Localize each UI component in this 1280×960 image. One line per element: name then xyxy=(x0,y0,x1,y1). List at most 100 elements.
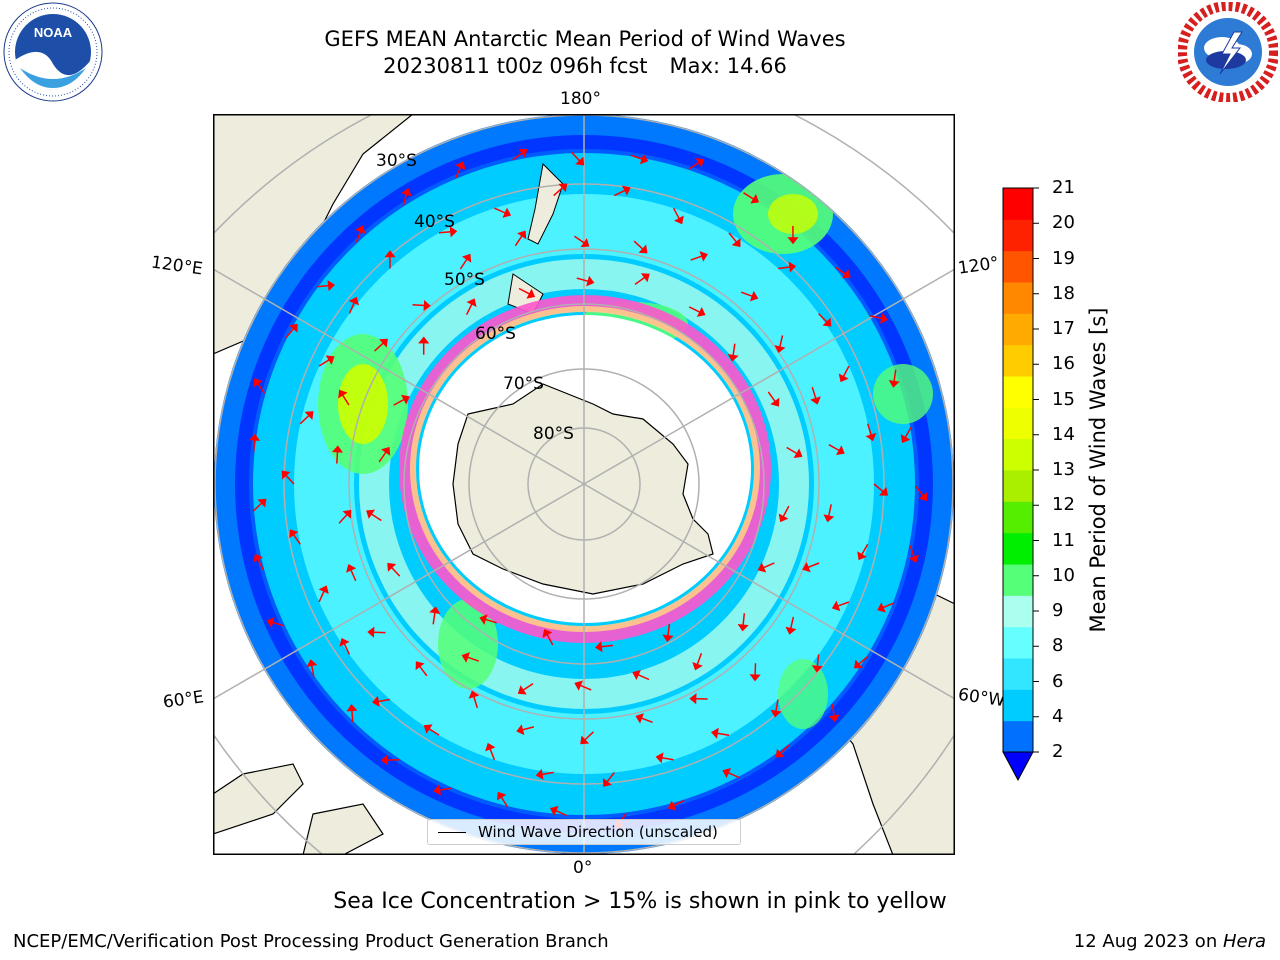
wind-wave-arrowhead xyxy=(248,433,261,441)
colorbar-tick-label: 10 xyxy=(1052,564,1075,586)
colorbar-tick-label: 12 xyxy=(1052,494,1075,516)
wind-wave-arrowhead xyxy=(380,754,388,766)
wind-wave-arrow xyxy=(489,748,496,761)
lon-label-120e: 120°E xyxy=(149,252,204,280)
wind-wave-arrow xyxy=(377,698,391,703)
wind-wave-arrow xyxy=(866,423,872,436)
wind-wave-arrow xyxy=(484,618,497,624)
legend-label: Wind Wave Direction (unscaled) xyxy=(478,823,718,841)
wind-wave-arrowhead xyxy=(586,275,595,287)
wind-wave-arrowhead xyxy=(662,634,674,643)
wind-wave-arrow xyxy=(786,446,798,455)
wind-wave-arrowhead xyxy=(461,652,470,663)
wind-wave-arrow xyxy=(514,235,523,247)
wind-wave-arrowhead xyxy=(468,690,480,699)
wind-wave-arrow xyxy=(775,699,779,712)
wind-wave-arrowhead xyxy=(485,742,496,752)
wind-wave-arrow xyxy=(767,391,776,403)
wind-wave-arrow xyxy=(613,189,626,197)
colorbar-tick-label: 11 xyxy=(1052,529,1075,551)
wind-wave-arrowhead xyxy=(727,354,739,362)
wind-wave-arrow xyxy=(494,207,506,214)
wind-wave-arrowhead xyxy=(696,306,706,317)
colorbar-tick-label: 4 xyxy=(1052,705,1064,727)
wind-wave-arrowhead xyxy=(655,752,664,764)
wind-wave-arrow xyxy=(827,504,832,517)
wind-wave-arrowhead xyxy=(811,665,823,673)
wind-wave-arrowhead xyxy=(865,432,877,442)
wind-wave-arrow xyxy=(743,192,755,200)
wind-wave-arrow xyxy=(807,562,820,569)
wind-wave-arrow xyxy=(299,414,310,425)
wind-wave-arrowhead xyxy=(695,158,705,168)
wind-wave-arrowhead xyxy=(575,156,585,166)
wind-wave-arrow xyxy=(272,621,285,627)
wind-wave-arrowhead xyxy=(674,215,684,225)
wind-wave-arrow xyxy=(318,359,330,367)
wind-wave-arrow xyxy=(893,369,897,382)
wind-wave-arrow xyxy=(858,655,869,665)
wind-wave-arrowhead xyxy=(366,509,376,519)
wind-wave-arrow xyxy=(641,717,653,724)
wind-wave-arrowhead xyxy=(346,704,358,712)
wind-wave-arrow xyxy=(473,696,479,709)
wind-wave-arrow xyxy=(882,602,895,609)
wind-wave-arrowhead xyxy=(918,492,928,501)
wind-wave-arrowhead xyxy=(879,486,889,496)
sea-ice-caption: Sea Ice Concentration > 15% is shown in … xyxy=(333,889,947,914)
wind-wave-arrowhead xyxy=(289,529,299,539)
wind-wave-arrow xyxy=(285,328,295,339)
wind-wave-arrowhead xyxy=(423,300,431,312)
colorbar-tick-label: 21 xyxy=(1052,177,1075,198)
wind-wave-arrow xyxy=(778,266,791,270)
wind-wave-arrow xyxy=(571,151,581,162)
wind-wave-arrowhead xyxy=(372,695,380,707)
wind-wave-arrow xyxy=(915,486,924,497)
wind-wave-arrow xyxy=(630,154,643,160)
map-subtitle: 20230811 t00z 096h fcst Max: 14.66 xyxy=(230,53,940,80)
footer-date-text: 12 Aug 2023 on xyxy=(1073,931,1223,952)
wind-wave-arrowhead xyxy=(838,373,849,383)
wind-wave-arrowhead xyxy=(787,237,799,245)
wind-wave-arrow xyxy=(831,704,835,717)
colorbar-tick-label: 9 xyxy=(1052,600,1064,621)
wind-wave-arrowhead xyxy=(621,185,631,196)
wind-wave-arrowhead xyxy=(281,470,291,480)
wind-wave-arrowhead xyxy=(288,323,298,333)
wind-wave-arrow xyxy=(579,684,592,691)
colorbar-tick-label: 2 xyxy=(1052,741,1064,762)
wind-wave-arrowhead xyxy=(331,445,344,453)
colorbar-label: Mean Period of Wind Waves [s] xyxy=(1086,307,1110,633)
wind-wave-arrow xyxy=(336,451,339,464)
wind-wave-arrowhead xyxy=(774,345,786,354)
colorbar-segment xyxy=(1003,282,1033,314)
wind-wave-arrowhead xyxy=(355,225,366,234)
wind-wave-arrowhead xyxy=(348,296,360,306)
wind-wave-arrowhead xyxy=(479,614,488,625)
wind-wave-arrow xyxy=(601,644,614,648)
wind-wave-arrowhead xyxy=(810,396,821,405)
wind-wave-arrowhead xyxy=(418,336,430,344)
wind-wave-arrow xyxy=(818,313,828,323)
wind-wave-arrowhead xyxy=(542,629,553,638)
wind-wave-arrowhead xyxy=(595,641,603,653)
wind-wave-arrowhead xyxy=(387,562,397,572)
antarctic-map xyxy=(213,114,955,855)
colorbar-segment xyxy=(1003,219,1033,252)
wind-wave-arrow xyxy=(343,643,351,655)
svg-text:NOAA: NOAA xyxy=(34,25,73,40)
footer-host: Hera xyxy=(1222,931,1266,952)
wind-wave-arrow xyxy=(574,235,585,244)
wind-wave-arrow xyxy=(428,727,440,736)
wind-wave-arrow xyxy=(370,513,382,522)
colorbar-tick-label: 20 xyxy=(1052,212,1075,234)
wind-wave-arrow xyxy=(553,187,564,197)
wind-wave-arrowhead xyxy=(638,244,648,254)
colorbar-tick-label: 13 xyxy=(1052,459,1075,480)
wind-wave-arrowhead xyxy=(429,606,441,614)
footer-date: 12 Aug 2023 on Hera xyxy=(1074,931,1266,952)
wind-wave-arrow xyxy=(341,394,350,406)
wind-wave-arrow xyxy=(633,240,644,250)
wind-wave-arrowhead xyxy=(888,380,900,388)
colorbar-segment xyxy=(1003,501,1033,534)
